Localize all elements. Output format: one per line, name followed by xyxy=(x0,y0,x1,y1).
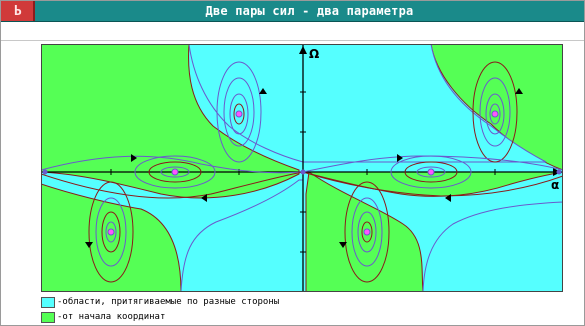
region-cyan-bottom-right xyxy=(422,201,563,292)
window-title: Две пары сил - два параметра xyxy=(205,4,414,18)
region-cyan-bottom-mid xyxy=(180,179,304,292)
spiral-focus-bottom-right xyxy=(344,181,390,283)
y-axis-arrow xyxy=(299,46,307,54)
region-cyan-top-right-mid xyxy=(302,44,547,163)
region-green-top-right xyxy=(430,44,563,171)
legend-item-cyan: -области, притягиваемые по разные сторон… xyxy=(41,296,279,308)
system-menu-separator xyxy=(33,1,35,21)
spiral-focus-top-right xyxy=(472,61,518,163)
phase-portrait-svg: Ω α xyxy=(41,44,563,292)
y-axis-label: Ω xyxy=(309,47,319,61)
spiral-focus-axis-left xyxy=(134,155,216,189)
system-menu-button[interactable]: Ь xyxy=(1,1,35,21)
spiral-focus-axis-right xyxy=(390,155,472,189)
region-green-top-left xyxy=(41,44,300,173)
phase-portrait-chart: Ω α xyxy=(41,44,563,292)
x-axis-label: α xyxy=(551,178,559,192)
region-green-bottom-left xyxy=(41,183,182,292)
legend-swatch-green xyxy=(41,311,55,323)
legend-swatch-cyan xyxy=(41,296,55,308)
title-bar[interactable]: Ь Две пары сил - два параметра xyxy=(1,1,584,22)
legend: -области, притягиваемые по разные сторон… xyxy=(41,296,279,326)
plot-border xyxy=(41,44,563,292)
axis-end-markers xyxy=(42,169,562,175)
region-green-mid-left xyxy=(41,171,300,199)
spiral-focus-top-center xyxy=(216,61,262,163)
region-cyan-top-mid xyxy=(188,44,304,163)
legend-item-green: -от начала координат xyxy=(41,311,279,323)
spiral-focus-bottom-left xyxy=(88,181,134,283)
legend-label-green: -от начала координат xyxy=(57,312,166,322)
separatrix-curves xyxy=(41,155,563,199)
direction-arrows xyxy=(85,88,523,248)
system-menu-glyph: Ь xyxy=(14,3,22,19)
legend-label-cyan: -области, притягиваемые по разные сторон… xyxy=(57,297,280,307)
menu-strip xyxy=(1,22,584,41)
y-axis-ticks xyxy=(300,91,306,253)
